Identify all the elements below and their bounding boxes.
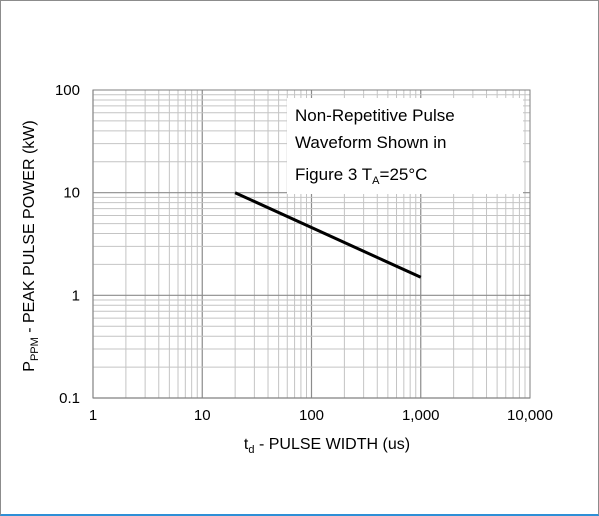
plot-border	[92, 89, 531, 399]
series-line	[234, 191, 422, 279]
x-tick-label: 1	[89, 407, 97, 424]
x-tick-label: 10,000	[507, 407, 553, 424]
y-tick-label: 100	[55, 82, 80, 99]
x-tick-label: 10	[194, 407, 211, 424]
y-tick-label: 0.1	[59, 390, 80, 407]
x-axis-label: td - PULSE WIDTH (us)	[244, 436, 410, 456]
x-tick-label: 1,000	[402, 407, 440, 424]
x-tick-labels: 1 10 100 1,000 10,000	[89, 407, 553, 424]
y-tick-label: 10	[63, 185, 80, 202]
annotation-background	[287, 98, 523, 194]
y-axis-label: PPPM - PEAK PULSE POWER (kW)	[21, 120, 41, 371]
annotation-subscript: A	[372, 175, 380, 187]
annotation-line-2: Waveform Shown in	[295, 133, 446, 152]
annotation-line-3: Figure 3 TA=25°C	[295, 165, 427, 187]
annotation-line-1: Non-Repetitive Pulse	[295, 106, 455, 125]
y-tick-labels: 100 10 1 0.1	[55, 82, 80, 407]
annotation-box: Non-Repetitive Pulse Waveform Shown in F…	[287, 98, 523, 194]
x-tick-label: 100	[299, 407, 324, 424]
series-group	[234, 191, 422, 279]
y-tick-label: 1	[72, 287, 80, 304]
